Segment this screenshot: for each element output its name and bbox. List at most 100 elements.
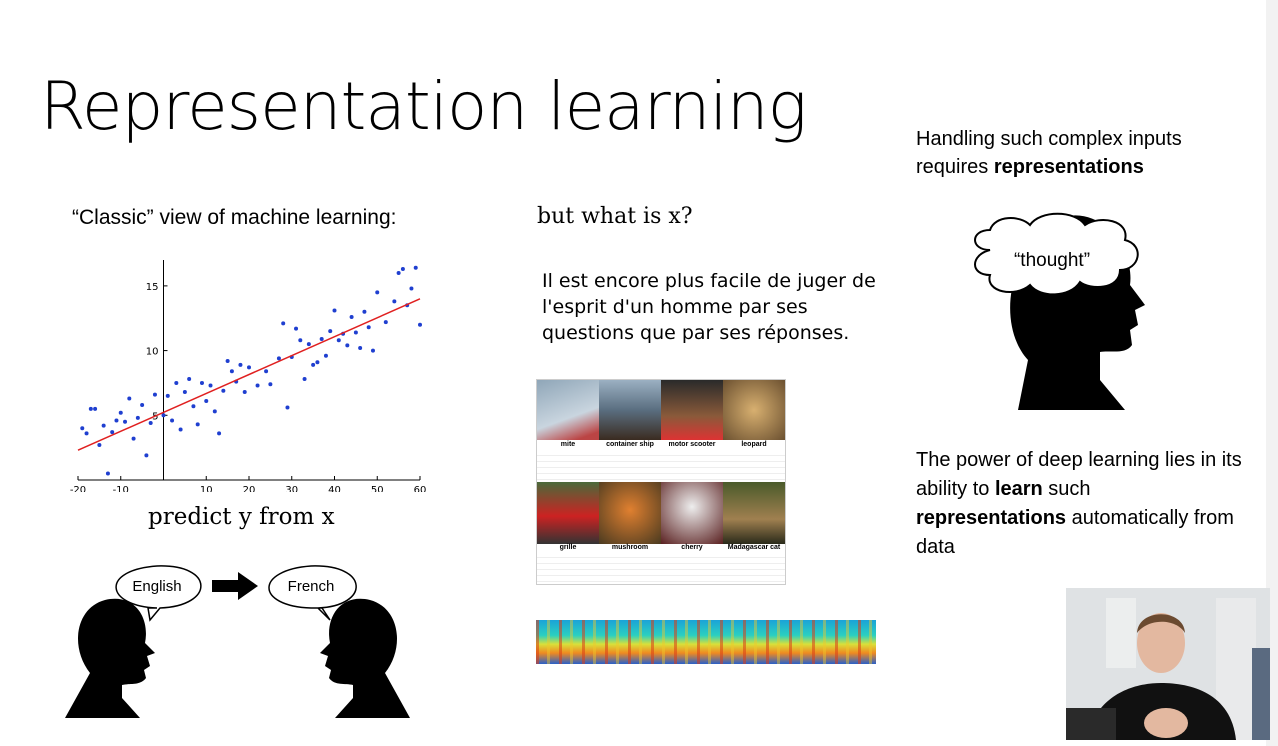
x-tick-label: 20: [243, 485, 256, 492]
grid-predictions-row-2: [537, 552, 785, 583]
data-point: [140, 402, 145, 407]
data-point: [306, 342, 311, 347]
data-point: [118, 410, 123, 415]
data-point: [413, 265, 418, 270]
x-tick-label: 60: [414, 485, 427, 492]
grid-predictions-row-1: [537, 450, 785, 480]
data-point: [195, 422, 200, 427]
y-tick-label: 10: [146, 347, 159, 358]
x-tick-label: 10: [200, 485, 213, 492]
x-tick-label: 40: [328, 485, 341, 492]
data-point: [285, 405, 290, 410]
french-speech-bubble-icon: [268, 565, 357, 621]
data-point: [362, 309, 367, 314]
data-point: [392, 299, 397, 304]
grid-label-1: mite: [560, 441, 576, 448]
data-point: [131, 436, 136, 441]
french-label: French: [288, 578, 335, 595]
data-point: [182, 390, 187, 394]
data-point: [191, 404, 196, 409]
grid-image-4: [723, 380, 785, 440]
data-point: [409, 286, 414, 291]
data-point: [187, 377, 192, 382]
data-point: [353, 330, 358, 335]
power-text-1: The power of deep learning lies in its a…: [916, 449, 1242, 500]
power-text-3: automatically from data: [916, 507, 1234, 558]
data-point: [178, 427, 183, 432]
grid-image-2: [599, 380, 661, 440]
handling-text: Handling such complex inputs requires re…: [916, 125, 1246, 181]
handling-text-bold: representations: [993, 156, 1144, 178]
arrow-right-icon: [212, 572, 258, 600]
data-point: [328, 329, 333, 334]
data-point: [276, 356, 281, 361]
english-label: English: [132, 578, 181, 595]
thought-label: “thought”: [1014, 250, 1090, 271]
data-point: [225, 358, 230, 363]
data-point: [336, 338, 341, 343]
data-point: [212, 409, 217, 414]
data-point: [400, 267, 405, 272]
data-point: [152, 392, 157, 397]
data-point: [97, 443, 102, 448]
grid-label-4: leopard: [741, 441, 767, 448]
data-point: [370, 348, 375, 353]
grid-image-1: [537, 380, 599, 440]
data-point: [208, 383, 213, 388]
data-point: [221, 388, 226, 393]
grid-label-3: motor scooter: [668, 441, 716, 448]
data-point: [366, 325, 371, 330]
data-point: [358, 346, 363, 350]
data-point: [332, 308, 337, 313]
data-point: [302, 377, 307, 382]
data-point: [199, 380, 204, 385]
english-speech-bubble-icon: [115, 565, 202, 622]
grid-label-2: container ship: [606, 441, 654, 448]
data-point: [229, 369, 234, 374]
x-tick-label: 30: [285, 485, 298, 492]
data-point: [84, 431, 89, 436]
data-point: [255, 383, 260, 388]
data-point: [135, 415, 140, 420]
left-head-icon: [65, 598, 155, 718]
window-edge: [1266, 0, 1278, 746]
x-tick-label: 50: [371, 485, 384, 492]
regression-scatter-chart: -20-1010203040506051015: [70, 260, 427, 492]
x-tick-label: -20: [70, 485, 86, 492]
data-point: [319, 336, 324, 341]
presenter-video-icon: [1066, 588, 1270, 740]
data-point: [238, 362, 243, 367]
data-point: [375, 290, 380, 295]
data-point: [93, 406, 98, 411]
data-point: [311, 362, 316, 367]
data-point: [345, 343, 350, 348]
data-point: [294, 326, 299, 331]
slide-title: Representation learning: [40, 68, 807, 145]
thought-cloud-icon: [974, 212, 1139, 296]
grid-image-5: [537, 482, 599, 544]
what-is-x-label: but what is x?: [537, 204, 693, 229]
data-point: [88, 406, 93, 411]
right-head-icon: [320, 598, 410, 718]
grid-label-5: grille: [559, 544, 577, 551]
data-point: [144, 453, 149, 458]
data-point: [110, 430, 115, 435]
data-point: [281, 321, 286, 326]
grid-image-8: [723, 482, 785, 544]
predict-caption: predict y from x: [148, 504, 335, 530]
data-point: [264, 369, 269, 374]
grid-image-3: [661, 380, 723, 440]
data-point: [323, 353, 328, 358]
audio-spectrogram: [536, 620, 876, 664]
data-point: [101, 423, 106, 428]
predict-caption-text: predict y from x: [148, 504, 335, 530]
data-point: [349, 314, 354, 319]
translation-illustration: English French: [65, 565, 410, 718]
image-classification-grid: mite container ship motor scooter leopar…: [536, 379, 786, 585]
handling-text-plain: Handling such complex inputs requires: [916, 128, 1182, 178]
x-tick-label: -10: [113, 485, 129, 492]
regression-line: [77, 298, 421, 451]
power-bold-representations: representations: [916, 507, 1067, 529]
data-point: [174, 380, 179, 385]
data-point: [204, 399, 209, 404]
